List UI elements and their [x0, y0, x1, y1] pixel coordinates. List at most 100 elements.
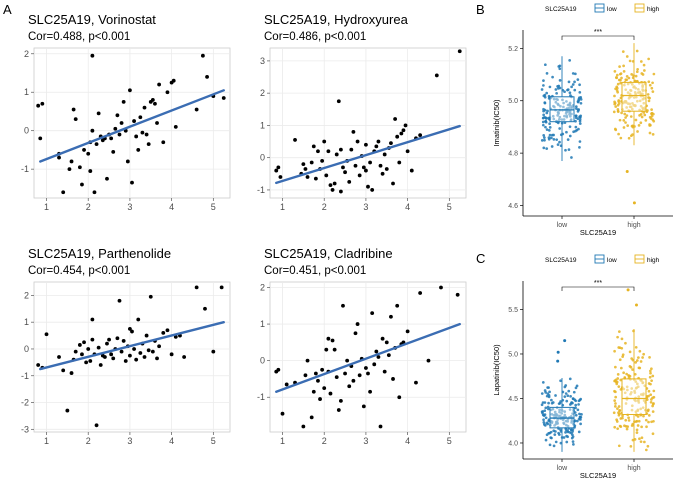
- y-tick-label: -3: [21, 424, 29, 434]
- jitter-point-low: [557, 431, 560, 435]
- jitter-point-low: [547, 386, 550, 389]
- x-tick-label-high: high: [627, 222, 640, 229]
- jitter-point-low: [548, 390, 551, 394]
- jitter-point-high: [626, 124, 630, 127]
- jitter-point-high: [640, 436, 644, 440]
- jitter-point-high: [620, 111, 623, 115]
- data-point: [311, 389, 316, 394]
- data-point: [132, 347, 136, 351]
- jitter-point-low: [574, 125, 578, 129]
- jitter-point-high: [613, 405, 617, 408]
- data-point: [405, 329, 410, 334]
- jitter-point-high: [616, 407, 619, 410]
- x-tick-label: 5: [447, 436, 452, 446]
- data-point: [391, 181, 395, 186]
- jitter-point-high: [617, 100, 620, 103]
- data-point: [414, 380, 418, 385]
- data-point: [36, 103, 41, 108]
- jitter-point-low: [542, 418, 545, 422]
- data-point: [303, 373, 308, 378]
- jitter-point-high: [617, 411, 620, 415]
- jitter-point-high: [613, 425, 617, 429]
- legend-label-low: low: [607, 257, 617, 264]
- jitter-point-low: [552, 133, 555, 137]
- jitter-point-low: [568, 377, 572, 381]
- jitter-point-high: [630, 107, 634, 111]
- data-point: [434, 73, 439, 78]
- x-tick-label: 1: [44, 202, 49, 212]
- data-point: [334, 375, 339, 380]
- x-tick-label: 3: [363, 436, 368, 446]
- data-point: [200, 53, 205, 58]
- jitter-point-high: [641, 97, 645, 101]
- jitter-point-high: [636, 382, 639, 386]
- jitter-point-high: [622, 69, 626, 73]
- regression-line: [275, 124, 461, 185]
- chart-title: SLC25A19, Hydroxyurea: [264, 12, 409, 27]
- data-point: [205, 74, 209, 79]
- jitter-point-high: [631, 368, 634, 371]
- jitter-point-high: [651, 396, 654, 400]
- data-point: [372, 362, 377, 367]
- jitter-point-low: [575, 384, 579, 388]
- data-point: [221, 96, 226, 100]
- jitter-point-low: [579, 98, 583, 101]
- x-tick-label: 4: [405, 202, 410, 212]
- jitter-point-low: [552, 414, 556, 417]
- jitter-point-high: [619, 78, 622, 82]
- jitter-point-high: [626, 388, 629, 392]
- jitter-point-low: [576, 110, 580, 113]
- data-point: [138, 351, 143, 355]
- jitter-point-low: [567, 80, 571, 84]
- jitter-point-low: [562, 105, 565, 109]
- jitter-point-high: [650, 379, 653, 383]
- jitter-point-high: [649, 400, 653, 404]
- jitter-point-low: [562, 118, 566, 121]
- jitter-point-high: [639, 440, 643, 444]
- jitter-point-low: [577, 430, 581, 434]
- x-axis-title: SLC25A19: [580, 228, 616, 237]
- jitter-point-high: [636, 424, 640, 427]
- jitter-point-high: [644, 448, 648, 452]
- data-point: [382, 369, 387, 374]
- jitter-point-high: [632, 96, 636, 99]
- data-point: [355, 139, 360, 144]
- data-point: [355, 322, 360, 326]
- jitter-point-low: [561, 98, 564, 102]
- jitter-point-low: [574, 105, 578, 108]
- y-tick-label: 0: [24, 126, 29, 136]
- data-point: [82, 340, 86, 345]
- y-tick-label: 5.5: [508, 307, 518, 314]
- data-point: [144, 333, 149, 338]
- jitter-point-low: [576, 408, 580, 412]
- data-point: [84, 360, 89, 365]
- x-tick-label: 1: [280, 436, 285, 446]
- data-point: [278, 175, 283, 179]
- chart-title: SLC25A19, Parthenolide: [28, 246, 171, 261]
- data-point: [125, 159, 130, 164]
- jitter-point-high: [649, 123, 652, 127]
- jitter-point-low: [570, 419, 574, 423]
- legend-title: SLC25A19: [545, 257, 577, 264]
- jitter-point-low: [563, 410, 567, 413]
- jitter-point-low: [540, 392, 544, 395]
- data-point: [391, 377, 395, 381]
- data-point: [61, 190, 66, 195]
- jitter-point-low: [568, 125, 572, 129]
- jitter-point-high: [634, 74, 638, 78]
- jitter-point-high: [641, 406, 645, 410]
- jitter-point-high: [638, 366, 642, 370]
- data-point: [113, 126, 118, 131]
- jitter-point-low: [574, 386, 578, 390]
- jitter-point-high: [636, 385, 640, 389]
- jitter-point-low: [551, 114, 555, 118]
- jitter-point-low: [568, 408, 572, 411]
- scatter-panel-hydroxyurea: SLC25A19, Hydroxyurea Cor=0.486, p<0.001 1…: [257, 12, 467, 212]
- jitter-point-high: [636, 415, 640, 418]
- jitter-point-low: [543, 101, 547, 104]
- data-point: [161, 330, 166, 335]
- data-point: [320, 159, 325, 163]
- data-point: [119, 121, 124, 125]
- jitter-point-high: [616, 377, 620, 380]
- jitter-point-high: [614, 105, 618, 108]
